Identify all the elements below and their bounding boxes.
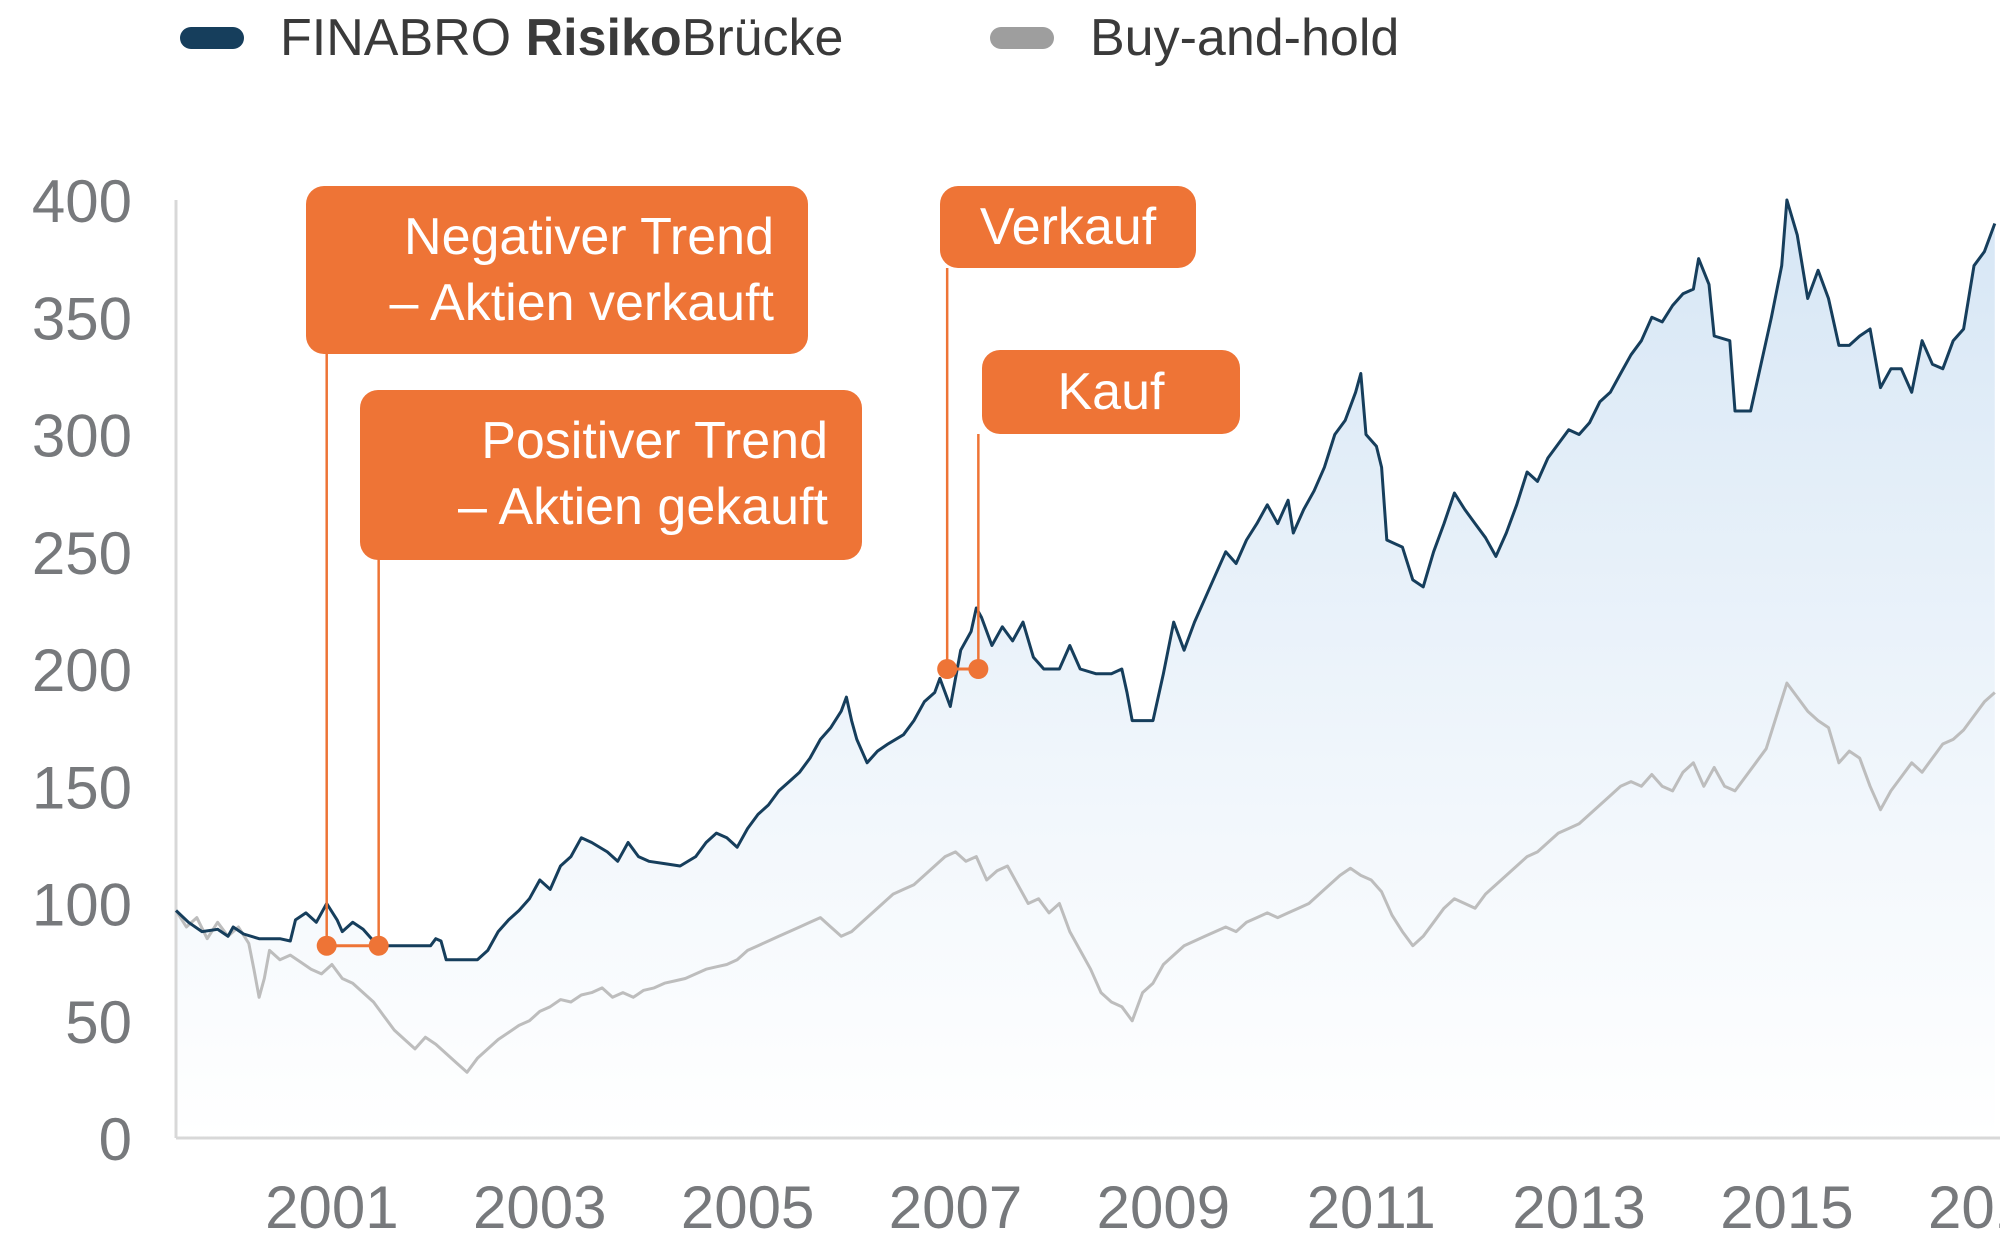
callout-negative-line1: Negativer Trend (404, 208, 774, 266)
callout-buy: Kauf (982, 350, 1240, 434)
callout-buy-label: Kauf (1057, 363, 1165, 421)
event-marker-dot (968, 659, 989, 679)
x-tick-label: 2005 (681, 1174, 814, 1241)
x-tick-label: 2011 (1307, 1174, 1436, 1241)
series-line-buy-and-hold (174, 681, 1996, 1074)
x-tick-label: 2015 (1720, 1174, 1853, 1241)
y-tick-label: 350 (32, 285, 132, 352)
x-tick-label: 2007 (889, 1174, 1022, 1241)
legend-swatch-buyhold (990, 27, 1054, 49)
area-fill-risiko (176, 200, 1995, 1138)
y-tick-label: 400 (32, 168, 132, 235)
x-tick-label: 2003 (473, 1174, 606, 1241)
callout-positive-line2: – Aktien gekauft (457, 478, 828, 536)
event-marker-dot (316, 935, 337, 956)
y-tick-label: 300 (32, 403, 132, 470)
series-line-risikobruecke (174, 198, 1997, 962)
x-tick-label: 2009 (1097, 1174, 1230, 1241)
y-tick-label: 0 (99, 1106, 132, 1173)
event-marker-dot (937, 659, 958, 679)
y-tick-label: 50 (65, 989, 132, 1056)
legend-label-buyhold: Buy-and-hold (1090, 9, 1400, 67)
legend-label-risiko-bold: Risiko (525, 9, 682, 67)
callout-positive-trend: Positiver Trend – Aktien gekauft (360, 390, 862, 560)
legend-label-risiko-prefix: FINABRO (280, 9, 526, 67)
callout-sell-label: Verkauf (979, 198, 1157, 256)
legend-swatch-risiko (180, 27, 244, 49)
x-tick-label: 2013 (1512, 1174, 1645, 1241)
x-tick-label: 2001 (265, 1174, 398, 1241)
legend-item-risiko: FINABRO Risiko Brücke (180, 6, 843, 70)
callout-sell: Verkauf (940, 186, 1196, 268)
legend-label-risiko-suffix: Brücke (681, 9, 844, 67)
callout-positive-line1: Positiver Trend (481, 412, 828, 470)
event-marker-dot (368, 935, 389, 956)
y-tick-label: 200 (32, 637, 132, 704)
x-tick-label: 2017 (1928, 1174, 2000, 1241)
callout-negative-line2: – Aktien verkauft (389, 274, 774, 332)
y-tick-label: 250 (32, 520, 132, 587)
legend-item-buyhold: Buy-and-hold (990, 6, 1399, 70)
y-tick-label: 100 (32, 872, 132, 939)
y-tick-label: 150 (32, 754, 132, 821)
callout-negative-trend: Negativer Trend – Aktien verkauft (306, 186, 808, 354)
